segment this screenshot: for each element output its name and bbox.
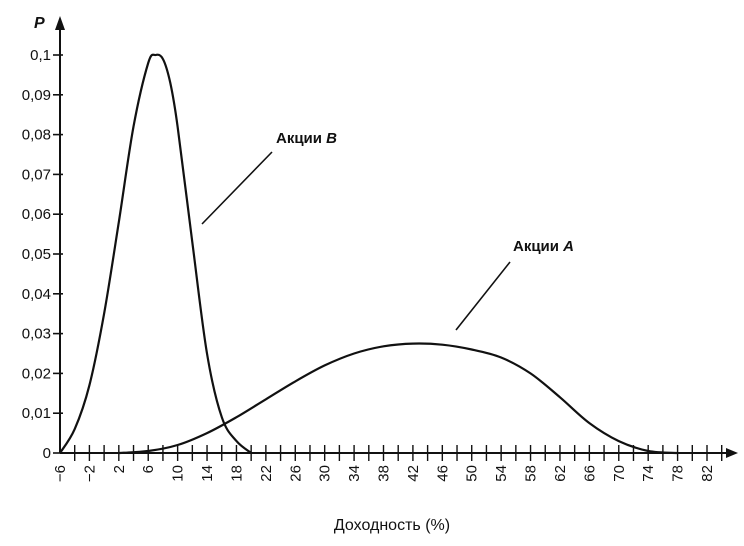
y-tick-label: 0,04 [22, 286, 51, 303]
y-tick-label: 0,01 [22, 405, 51, 422]
x-tick-label: −2 [81, 465, 98, 482]
x-tick-label: −6 [52, 465, 69, 482]
x-tick-label: 10 [170, 465, 187, 482]
x-tick-label: 42 [405, 465, 422, 482]
x-axis-arrow-icon [726, 448, 738, 458]
x-tick-label: 26 [287, 465, 304, 482]
x-tick-label: 30 [317, 465, 334, 482]
y-tick-label: 0,05 [22, 246, 51, 263]
x-tick-label: 70 [611, 465, 628, 482]
x-tick-label: 46 [434, 465, 451, 482]
x-tick-label: 58 [523, 465, 540, 482]
axes [55, 16, 738, 458]
x-tick-label: 62 [552, 465, 569, 482]
x-tick-label: 2 [111, 465, 128, 473]
y-axis-title: P [34, 15, 45, 32]
x-tick-label: 82 [699, 465, 716, 482]
series-b-curve [59, 53, 252, 454]
y-tick-label: 0,02 [22, 365, 51, 382]
x-tick-label: 18 [228, 465, 245, 482]
y-tick-label: 0 [43, 445, 51, 462]
series-b-label-leader [201, 151, 273, 225]
series-a-curve [118, 342, 678, 455]
y-tick-label: 0,08 [22, 127, 51, 144]
x-axis-title: Доходность (%) [334, 517, 450, 534]
x-tick-label: 78 [670, 465, 687, 482]
x-tick-label: 14 [199, 465, 216, 482]
x-tick-label: 66 [581, 465, 598, 482]
x-tick-label: 6 [140, 465, 157, 473]
y-tick-label: 0,06 [22, 206, 51, 223]
series-b-label: Акции B [276, 130, 337, 147]
y-tick-label: 0,03 [22, 326, 51, 343]
x-tick-label: 74 [640, 465, 657, 482]
x-tick-label: 54 [493, 465, 510, 482]
x-tick-label: 34 [346, 465, 363, 482]
series-a-label-leader [455, 261, 511, 331]
x-tick-label: 22 [258, 465, 275, 482]
y-tick-label: 0,09 [22, 87, 51, 104]
y-axis-arrow-icon [55, 16, 65, 30]
x-tick-label: 38 [376, 465, 393, 482]
y-tick-label: 0,07 [22, 166, 51, 183]
series-labels: Акции B Акции A [201, 130, 574, 331]
series [59, 53, 678, 455]
ticks: 0 0,01 0,02 0,03 0,04 0,05 0,06 0,07 0,08 0,09 0,1… [22, 47, 723, 482]
series-a-label: Акции A [513, 238, 574, 255]
x-tick-label: 50 [464, 465, 481, 482]
y-tick-label: 0,1 [30, 47, 51, 64]
